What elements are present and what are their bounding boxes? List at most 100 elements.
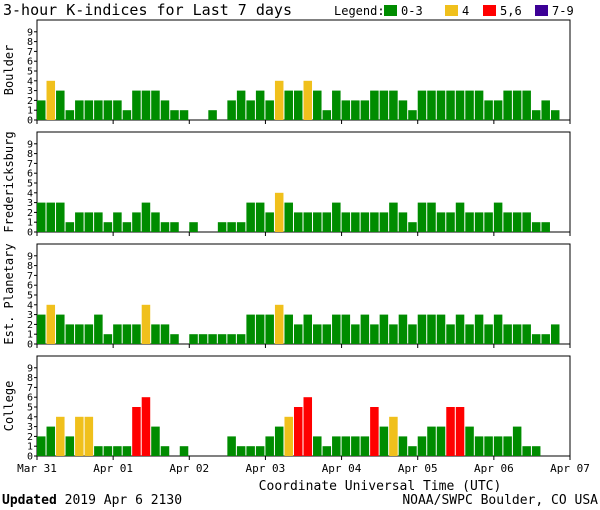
k-index-bar — [322, 110, 332, 120]
k-index-bar — [351, 436, 360, 456]
k-index-bar — [455, 202, 465, 232]
k-index-bar — [37, 202, 46, 232]
y-tick-label: 2 — [27, 432, 33, 443]
k-index-bar — [151, 90, 160, 120]
y-tick-label: 4 — [27, 188, 33, 199]
k-index-bar — [427, 202, 436, 232]
k-index-bar — [284, 416, 293, 456]
x-tick-label: Apr 02 — [169, 462, 209, 475]
k-index-bar — [265, 314, 274, 344]
k-index-bar — [351, 212, 360, 232]
k-index-bar — [179, 110, 189, 120]
k-index-bar — [246, 446, 255, 456]
updated-value: 2019 Apr 6 2130 — [65, 493, 182, 508]
k-index-bar — [246, 202, 255, 232]
k-index-bar — [65, 324, 75, 344]
k-index-bar — [265, 212, 274, 232]
k-index-bar — [284, 202, 293, 232]
k-index-bar — [265, 100, 274, 120]
legend-entry-label: 4 — [462, 4, 469, 18]
k-index-bar — [322, 212, 332, 232]
k-index-bar — [512, 90, 522, 120]
y-tick-label: 0 — [27, 116, 33, 127]
legend-swatch — [445, 5, 458, 16]
k-index-bar — [132, 407, 141, 456]
k-index-bar — [293, 90, 303, 120]
k-index-bar — [351, 324, 360, 344]
y-tick-label: 8 — [27, 373, 33, 384]
k-index-bar — [493, 202, 503, 232]
k-index-bar — [446, 324, 455, 344]
k-index-bar — [160, 222, 170, 232]
k-index-bar — [427, 426, 436, 456]
k-index-bar — [484, 100, 493, 120]
k-index-bar — [408, 222, 417, 232]
k-index-bar — [465, 324, 474, 344]
k-index-bar — [389, 416, 398, 456]
k-index-bar — [531, 110, 541, 120]
k-index-bar — [303, 80, 313, 120]
k-index-bar — [141, 397, 151, 456]
y-tick-label: 3 — [27, 310, 33, 321]
k-index-bar — [179, 446, 189, 456]
k-index-bar — [398, 212, 408, 232]
k-index-bar — [531, 222, 541, 232]
k-index-bar — [417, 202, 427, 232]
k-index-bar — [227, 436, 236, 456]
y-tick-label: 6 — [27, 393, 33, 404]
y-tick-label: 6 — [27, 169, 33, 180]
k-index-bar — [550, 110, 560, 120]
k-index-bar — [436, 314, 446, 344]
y-tick-label: 4 — [27, 412, 33, 423]
k-index-bar — [360, 212, 370, 232]
y-tick-label: 1 — [27, 218, 33, 229]
k-index-bar — [303, 212, 313, 232]
k-index-bar — [455, 407, 465, 456]
k-index-bar — [522, 90, 531, 120]
legend: Legend: 0-3 4 5,6 7-9 — [334, 4, 574, 18]
y-tick-label: 7 — [27, 383, 33, 394]
x-tick-label: Apr 04 — [322, 462, 362, 475]
k-index-bar — [151, 212, 160, 232]
k-index-bar — [446, 90, 455, 120]
k-index-bar — [46, 304, 56, 344]
k-index-bar — [141, 90, 151, 120]
k-index-bar — [293, 324, 303, 344]
station-label: Fredericksburg — [2, 131, 16, 232]
k-index-bar — [474, 436, 484, 456]
k-index-bar — [303, 397, 313, 456]
k-index-bar — [493, 314, 503, 344]
k-index-bar — [94, 100, 103, 120]
k-index-bar — [493, 100, 503, 120]
k-index-bar — [255, 202, 265, 232]
k-index-bar — [56, 90, 65, 120]
k-index-bar — [65, 110, 75, 120]
k-index-bar — [550, 324, 560, 344]
k-index-bar — [37, 100, 46, 120]
k-index-bar — [313, 90, 322, 120]
k-index-bar — [246, 100, 255, 120]
k-index-bar — [436, 90, 446, 120]
y-tick-label: 9 — [27, 363, 33, 374]
k-index-bar — [75, 212, 84, 232]
y-tick-label: 5 — [27, 291, 33, 302]
k-index-bar — [46, 202, 56, 232]
k-index-bar — [56, 202, 65, 232]
k-index-bar — [446, 407, 455, 456]
y-tick-label: 9 — [27, 139, 33, 150]
k-index-bar — [370, 212, 379, 232]
k-index-bar — [208, 110, 217, 120]
k-index-bar — [332, 314, 341, 344]
k-index-bar — [141, 304, 151, 344]
k-index-bar — [236, 446, 246, 456]
k-index-bar — [189, 334, 198, 344]
k-index-bar — [160, 324, 170, 344]
k-index-bar — [84, 212, 94, 232]
k-index-bar — [113, 324, 122, 344]
k-index-bar — [541, 222, 550, 232]
k-index-bar — [531, 334, 541, 344]
k-index-bar — [170, 110, 179, 120]
